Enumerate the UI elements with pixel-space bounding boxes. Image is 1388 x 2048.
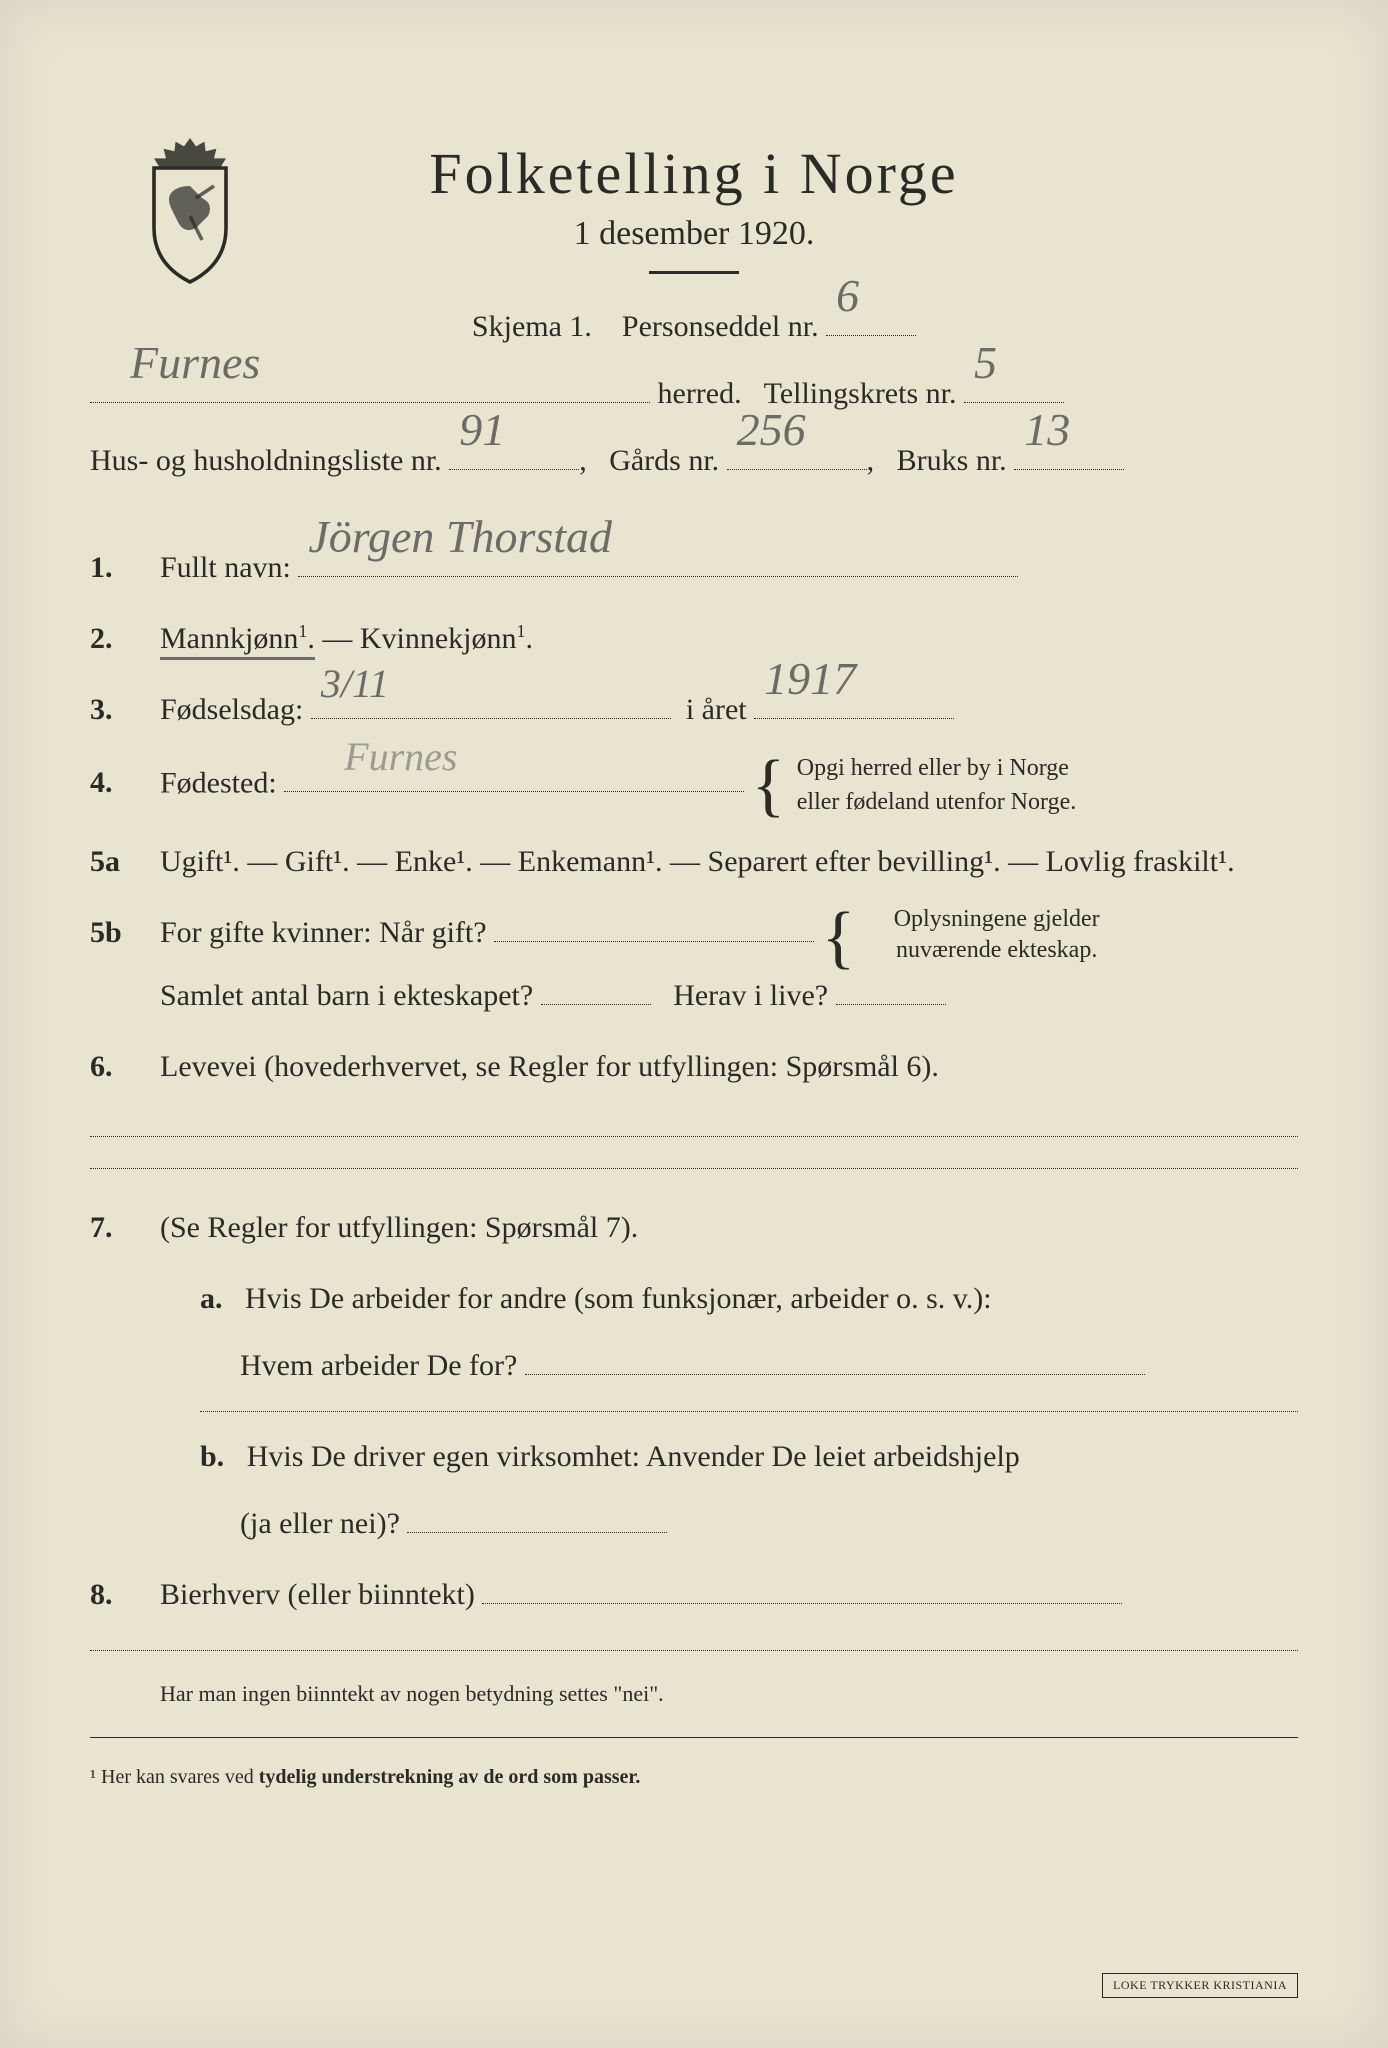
q4-field: Furnes: [284, 758, 744, 792]
q7b-row2: (ja eller nei)?: [200, 1495, 1298, 1552]
document-header: Folketelling i Norge 1 desember 1920.: [90, 140, 1298, 274]
q7a-row2: Hvem arbeider De for?: [200, 1337, 1298, 1394]
q7a-text1: Hvis De arbeider for andre (som funksjon…: [245, 1282, 992, 1315]
q7b-field: [407, 1499, 667, 1533]
q7b-row: b. Hvis De driver egen virksomhet: Anven…: [200, 1428, 1298, 1485]
q5b-barn-field: [541, 971, 651, 1005]
q5b-row: 5b For gifte kvinner: Når gift? { Oplysn…: [90, 904, 1298, 1023]
herred-line: Furnes herred. Tellingskrets nr. 5: [90, 365, 1298, 422]
husliste-label: Hus- og husholdningsliste nr.: [90, 444, 442, 477]
q3-day-value: 3/11: [321, 646, 389, 722]
q7-intro: (Se Regler for utfyllingen: Spørsmål 7).: [160, 1199, 1298, 1256]
q5a-row: 5a Ugift¹. — Gift¹. — Enke¹. — Enkemann¹…: [90, 833, 1298, 890]
q8-field: [482, 1570, 1122, 1604]
q8-num: 8.: [90, 1578, 160, 1612]
q7-num: 7.: [90, 1211, 160, 1245]
q5a-num: 5a: [90, 845, 160, 879]
husliste-line: Hus- og husholdningsliste nr. 91 , Gårds…: [90, 432, 1298, 489]
husliste-value: 91: [459, 386, 505, 473]
personseddel-value: 6: [836, 252, 859, 339]
q7a-text2: Hvem arbeider De for?: [240, 1349, 517, 1382]
rule-line: [90, 1135, 1298, 1137]
herred-value: Furnes: [130, 319, 260, 406]
q5b-line1: For gifte kvinner: Når gift?: [160, 916, 487, 949]
q7a-field: [525, 1341, 1145, 1375]
main-title: Folketelling i Norge: [90, 140, 1298, 207]
q3-year-value: 1917: [764, 635, 856, 722]
footer-rule: ¹ Her kan svares ved tydelig understrekn…: [90, 1737, 1298, 1789]
q4-num: 4.: [90, 766, 160, 800]
q5b-num: 5b: [90, 916, 160, 950]
q5b-line2b: Herav i live?: [673, 979, 828, 1012]
q7b-text1: Hvis De driver egen virksomhet: Anvender…: [247, 1440, 1020, 1473]
q1-num: 1.: [90, 551, 160, 585]
form-id-line: Skjema 1. Personseddel nr. 6: [90, 298, 1298, 355]
subtitle: 1 desember 1920.: [90, 215, 1298, 253]
q3-year-field: 1917: [754, 685, 954, 719]
herred-label: herred.: [658, 377, 742, 410]
q1-value: Jörgen Thorstad: [308, 493, 612, 580]
bruks-value: 13: [1024, 386, 1070, 473]
printer-stamp: LOKE TRYKKER KRISTIANIA: [1102, 1973, 1298, 1998]
rule-line: [90, 1649, 1298, 1651]
coat-of-arms-icon: [130, 130, 250, 290]
q4-value: Furnes: [344, 719, 457, 795]
gards-field: 256: [727, 436, 867, 470]
q7b-text2: (ja eller nei)?: [240, 1507, 400, 1540]
q6-text: Levevei (hovederhvervet, se Regler for u…: [160, 1038, 1298, 1095]
q5b-note: Oplysningene gjelder nuværende ekteskap.: [877, 904, 1117, 966]
q6-num: 6.: [90, 1050, 160, 1084]
personseddel-field: 6: [826, 302, 916, 336]
q2-mann: Mannkjønn1.: [160, 622, 315, 660]
q3-year-label: i året: [686, 693, 747, 726]
q8-row: 8. Bierhverv (eller biinntekt): [90, 1566, 1298, 1623]
q5b-gift-field: [494, 908, 814, 942]
q4-note: Opgi herred eller by i Norge eller fødel…: [797, 752, 1117, 819]
title-divider: [649, 271, 739, 274]
q3-label: Fødselsdag:: [160, 693, 303, 726]
q3-day-field: 3/11: [311, 685, 671, 719]
q5a-text: Ugift¹. — Gift¹. — Enke¹. — Enkemann¹. —…: [160, 833, 1298, 890]
gards-label: Gårds nr.: [609, 444, 719, 477]
q7-row: 7. (Se Regler for utfyllingen: Spørsmål …: [90, 1199, 1298, 1256]
rule-line: [90, 1167, 1298, 1169]
q3-row: 3. Fødselsdag: 3/11 i året 1917: [90, 681, 1298, 738]
q1-row: 1. Fullt navn: Jörgen Thorstad: [90, 539, 1298, 596]
husliste-field: 91: [449, 436, 579, 470]
q7a-row: a. Hvis De arbeider for andre (som funks…: [200, 1270, 1298, 1327]
q4-row: 4. Fødested: Furnes { Opgi herred eller …: [90, 752, 1298, 819]
q2-num: 2.: [90, 622, 160, 656]
q7b-label: b.: [200, 1440, 224, 1473]
q8-label: Bierhverv (eller biinntekt): [160, 1578, 475, 1611]
q6-row: 6. Levevei (hovederhvervet, se Regler fo…: [90, 1038, 1298, 1095]
q1-label: Fullt navn:: [160, 551, 291, 584]
q5b-live-field: [836, 971, 946, 1005]
q7a-label: a.: [200, 1282, 223, 1315]
bruks-field: 13: [1014, 436, 1124, 470]
q4-label: Fødested:: [160, 766, 277, 799]
q5b-line2a: Samlet antal barn i ekteskapet?: [160, 979, 533, 1012]
document-page: Folketelling i Norge 1 desember 1920. Sk…: [0, 0, 1388, 2048]
bruks-label: Bruks nr.: [897, 444, 1007, 477]
q2-row: 2. Mannkjønn1. — Kvinnekjønn1.: [90, 610, 1298, 667]
gards-value: 256: [737, 386, 806, 473]
rule-line: [200, 1410, 1298, 1412]
q1-field: Jörgen Thorstad: [298, 543, 1018, 577]
footnote-1: Har man ingen biinntekt av nogen betydni…: [160, 1681, 1298, 1707]
footnote-2: ¹ Her kan svares ved tydelig understrekn…: [90, 1766, 1298, 1789]
tellingskrets-value: 5: [974, 319, 997, 406]
personseddel-label: Personseddel nr.: [622, 310, 819, 343]
q3-num: 3.: [90, 693, 160, 727]
herred-field: Furnes: [90, 369, 650, 403]
skjema-label: Skjema 1.: [472, 310, 592, 343]
